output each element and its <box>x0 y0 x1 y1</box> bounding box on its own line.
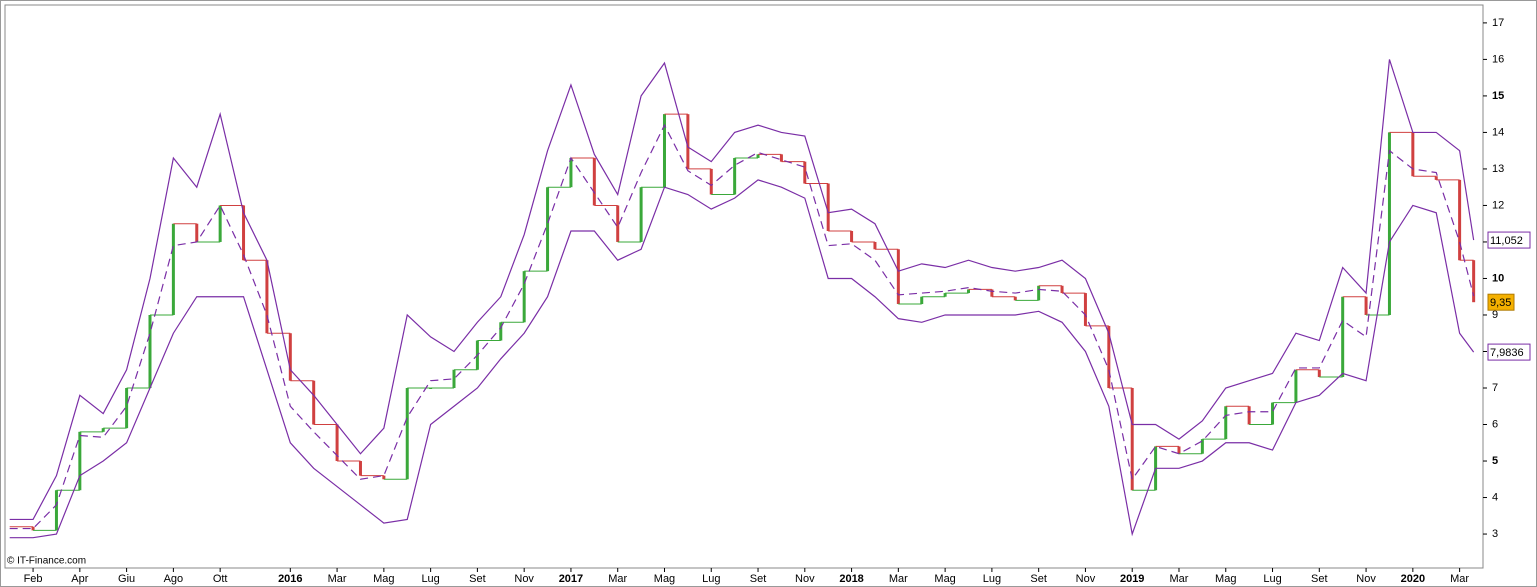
x-tick-label: 2016 <box>278 573 302 585</box>
x-tick-label: Nov <box>795 573 815 585</box>
last-value-label: 11,052 <box>1490 235 1523 247</box>
y-tick-label: 7 <box>1492 382 1498 394</box>
x-tick-label: Mag <box>654 573 675 585</box>
x-tick-label: Mar <box>328 573 347 585</box>
y-tick-label: 5 <box>1492 455 1498 467</box>
last-value-box <box>1487 231 1531 249</box>
x-tick-label: Set <box>1311 573 1328 585</box>
y-tick-label: 17 <box>1492 17 1504 29</box>
x-tick-label: Nov <box>1356 573 1376 585</box>
x-tick-label: Mar <box>608 573 627 585</box>
plot-area <box>4 4 1484 569</box>
x-tick-label: Lug <box>1263 573 1281 585</box>
band-line <box>9 179 1475 539</box>
last-value-box <box>1487 343 1531 361</box>
x-tick-label: Mag <box>934 573 955 585</box>
band-line <box>9 59 1475 521</box>
x-tick-label: Set <box>1030 573 1047 585</box>
y-tick-label: 12 <box>1492 199 1504 211</box>
x-tick-label: Mar <box>1170 573 1189 585</box>
y-tick-label: 16 <box>1492 53 1504 65</box>
x-tick-label: Mag <box>373 573 394 585</box>
x-tick-label: Set <box>469 573 486 585</box>
y-tick-label: 4 <box>1492 491 1498 503</box>
x-tick-label: Nov <box>1076 573 1096 585</box>
x-tick-label: Ott <box>213 573 228 585</box>
last-value-box <box>1487 293 1515 311</box>
last-value-label: 7,9836 <box>1490 347 1524 359</box>
y-tick-label: 9 <box>1492 309 1498 321</box>
band-line <box>9 123 1475 530</box>
x-tick-label: Mar <box>889 573 908 585</box>
x-tick-label: Nov <box>514 573 534 585</box>
x-tick-label: Ago <box>164 573 184 585</box>
x-tick-label: 2017 <box>559 573 583 585</box>
x-tick-label: Lug <box>421 573 439 585</box>
y-tick-label: 6 <box>1492 418 1498 430</box>
last-value-label: 9,35 <box>1490 297 1511 309</box>
x-tick-label: 2020 <box>1401 573 1425 585</box>
x-tick-label: Apr <box>71 573 88 585</box>
y-tick-label: 14 <box>1492 126 1504 138</box>
y-tick-label: 10 <box>1492 272 1504 284</box>
watermark: © IT-Finance.com <box>7 556 86 567</box>
x-tick-label: Mag <box>1215 573 1236 585</box>
x-tick-label: Feb <box>24 573 43 585</box>
y-tick-label: 3 <box>1492 528 1498 540</box>
x-tick-label: Lug <box>983 573 1001 585</box>
x-tick-label: Giu <box>118 573 135 585</box>
x-tick-label: 2019 <box>1120 573 1144 585</box>
y-tick-label: 15 <box>1492 90 1504 102</box>
x-tick-label: 2018 <box>839 573 863 585</box>
x-tick-label: Mar <box>1450 573 1469 585</box>
y-tick-label: 13 <box>1492 163 1504 175</box>
x-tick-label: Lug <box>702 573 720 585</box>
x-tick-label: Set <box>750 573 767 585</box>
